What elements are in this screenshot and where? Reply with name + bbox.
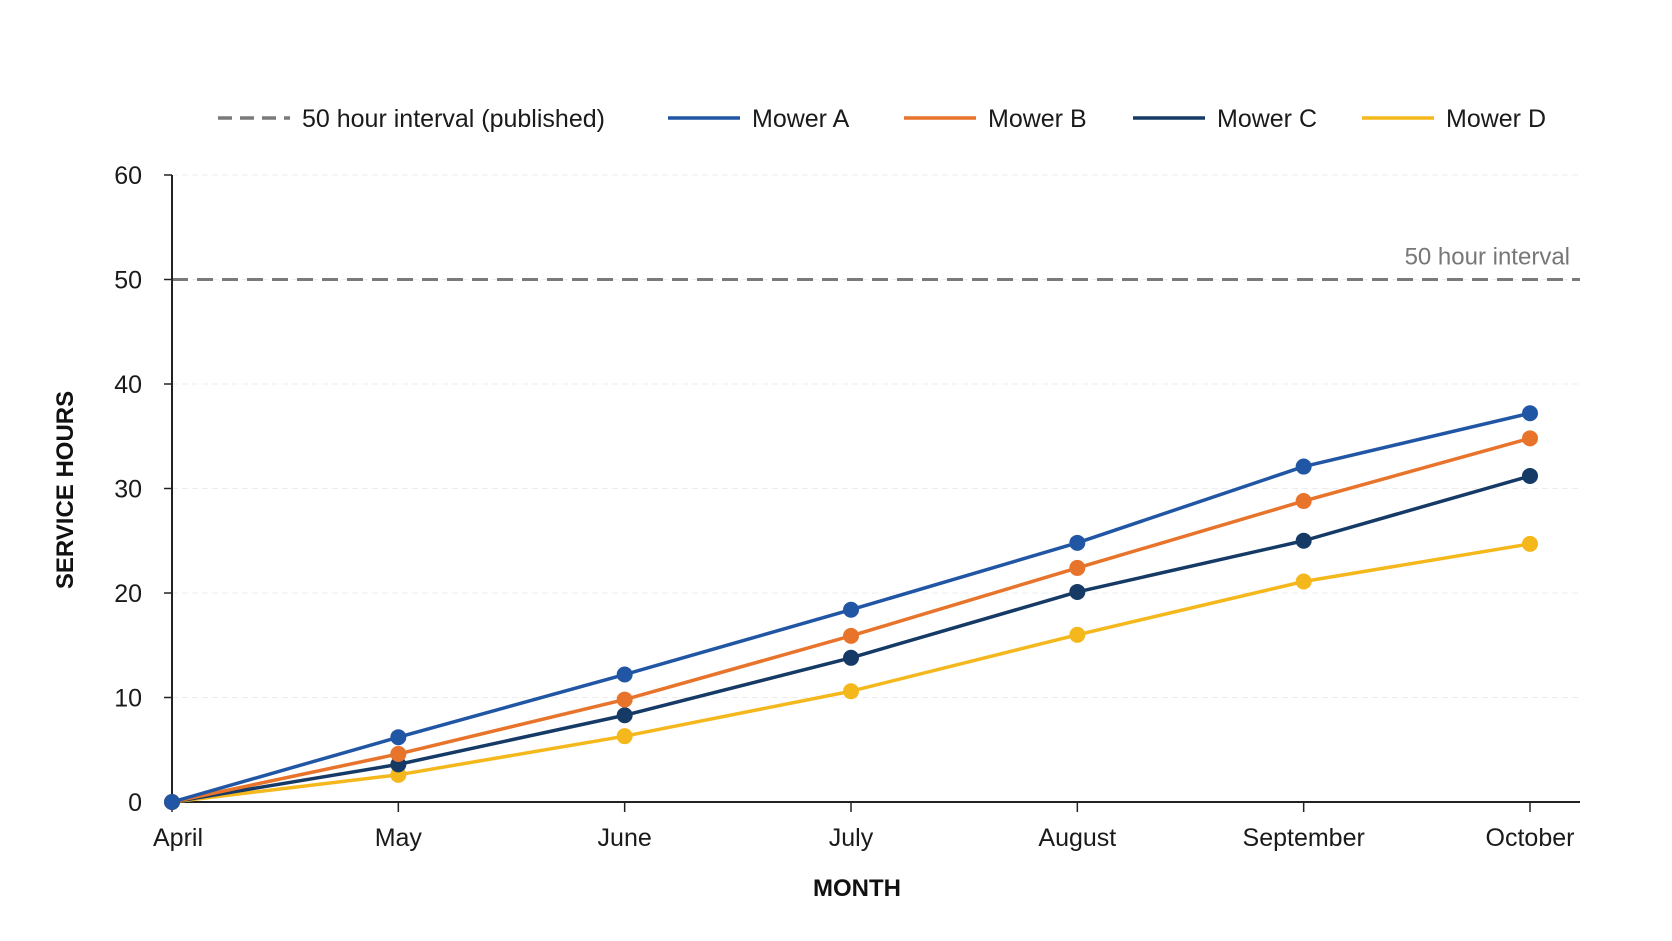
line-mower-d bbox=[171, 542, 1531, 804]
point-mower-b-september bbox=[1295, 493, 1312, 510]
point-mower-a-may bbox=[390, 729, 407, 746]
legend-item-mower-d: Mower D bbox=[1362, 105, 1546, 133]
y-tick-label-10: 10 bbox=[114, 685, 142, 713]
point-mower-b-june bbox=[616, 691, 633, 708]
legend-label-mower-c: Mower C bbox=[1217, 105, 1317, 133]
x-axis-title: MONTH bbox=[813, 875, 901, 902]
point-mower-b-may bbox=[390, 745, 407, 762]
y-tick-label-30: 30 bbox=[114, 476, 142, 504]
y-tick-label-20: 20 bbox=[114, 580, 142, 608]
x-tick-label-july: July bbox=[829, 824, 874, 852]
legend-item-mower-a: Mower A bbox=[668, 105, 850, 133]
point-mower-a-june bbox=[616, 666, 633, 683]
grid-lines bbox=[172, 174, 1580, 698]
point-mower-d-september bbox=[1295, 573, 1312, 590]
x-tick-label-august: August bbox=[1038, 824, 1116, 852]
legend-label-reference: 50 hour interval (published) bbox=[302, 105, 605, 133]
point-mower-a-september bbox=[1295, 458, 1312, 475]
legend-label-mower-a: Mower A bbox=[752, 105, 850, 133]
point-mower-a-april bbox=[164, 794, 180, 810]
legend-label-mower-b: Mower B bbox=[988, 105, 1087, 133]
point-mower-d-august bbox=[1069, 626, 1086, 643]
point-mower-c-june bbox=[616, 707, 633, 724]
x-tick-label-june: June bbox=[598, 824, 652, 852]
point-mower-d-july bbox=[843, 683, 859, 700]
reference-line-label: 50 hour interval bbox=[1405, 244, 1570, 271]
legend-item-mower-b: Mower B bbox=[904, 105, 1087, 133]
legend-item-reference: 50 hour interval (published) bbox=[218, 105, 605, 133]
x-tick-label-may: May bbox=[375, 824, 423, 852]
y-tick-label-60: 60 bbox=[114, 162, 142, 190]
x-tick-label-september: September bbox=[1243, 824, 1365, 852]
series-mower-a bbox=[164, 405, 1538, 810]
point-mower-a-october bbox=[1522, 405, 1538, 422]
y-tick-label-40: 40 bbox=[114, 371, 142, 399]
y-axis-title: SERVICE HOURS bbox=[52, 391, 79, 589]
series-lines bbox=[164, 405, 1538, 810]
x-tick-label-april: April bbox=[153, 824, 203, 852]
point-mower-c-july bbox=[843, 649, 859, 666]
point-mower-c-september bbox=[1295, 532, 1312, 549]
point-mower-b-august bbox=[1069, 559, 1086, 576]
x-tick-label-october: October bbox=[1486, 824, 1575, 852]
point-mower-c-october bbox=[1522, 467, 1538, 484]
reference-line-group: 50 hour interval bbox=[172, 244, 1580, 281]
point-mower-c-august bbox=[1069, 583, 1086, 600]
point-mower-b-july bbox=[843, 627, 859, 644]
axes: 0 10 20 30 40 50 60 April May June July August Septe… bbox=[114, 162, 1580, 852]
y-tick-label-0: 0 bbox=[128, 789, 142, 817]
point-mower-a-august bbox=[1069, 534, 1086, 551]
point-mower-a-july bbox=[843, 601, 859, 618]
series-mower-b bbox=[164, 430, 1538, 810]
legend: 50 hour interval (published) Mower A Mower… bbox=[218, 105, 1546, 133]
legend-item-mower-c: Mower C bbox=[1133, 105, 1317, 133]
point-mower-b-october bbox=[1522, 430, 1538, 447]
point-mower-d-october bbox=[1522, 535, 1538, 552]
legend-label-mower-d: Mower D bbox=[1446, 105, 1546, 133]
line-mower-b bbox=[171, 436, 1531, 804]
point-mower-d-june bbox=[616, 728, 633, 745]
y-tick-label-50: 50 bbox=[114, 267, 142, 295]
